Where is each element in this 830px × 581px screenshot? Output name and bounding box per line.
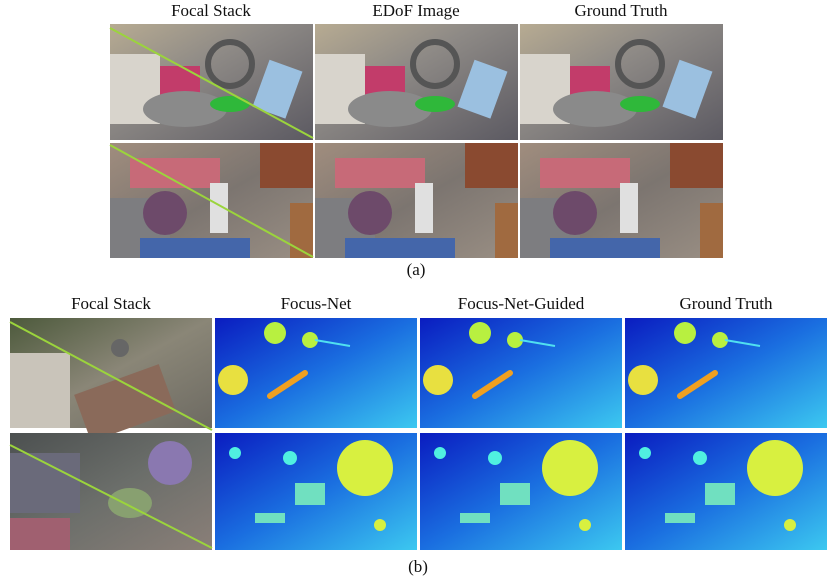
column-header: Focal Stack (71, 294, 151, 313)
column-header: Focus-Net-Guided (458, 294, 585, 313)
image-edof (315, 24, 518, 258)
panel-b: Focal Stack Focus-Net Focus-Net-Guided G… (9, 294, 827, 576)
image-ground-truth (520, 24, 723, 258)
column-header: Ground Truth (679, 294, 773, 313)
panel-a: Focal Stack EDoF Image Ground Truth (a) (110, 1, 723, 279)
column-header: Ground Truth (574, 1, 668, 20)
panel-label: (b) (408, 557, 428, 576)
depth-ground-truth (625, 318, 827, 550)
column-header: Focal Stack (171, 1, 251, 20)
depth-focus-net-guided (420, 318, 622, 550)
image-focal-stack (9, 318, 213, 550)
column-header: Focus-Net (281, 294, 352, 313)
depth-focus-net (215, 318, 417, 550)
image-focal-stack (110, 24, 313, 258)
column-header: EDoF Image (372, 1, 459, 20)
panel-label: (a) (407, 260, 426, 279)
